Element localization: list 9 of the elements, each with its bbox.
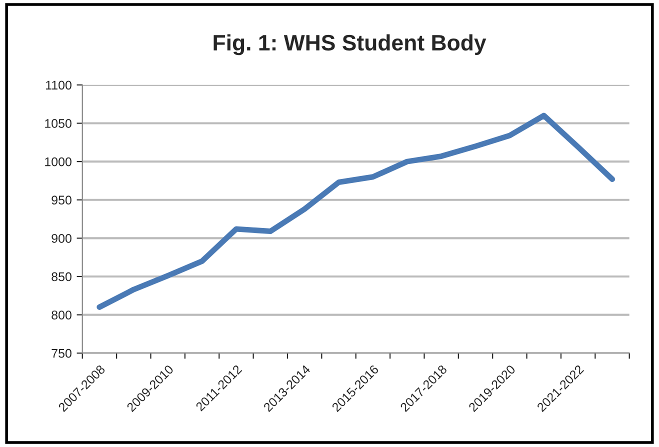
chart-title: Fig. 1: WHS Student Body: [214, 34, 486, 56]
y-tick-label: 800: [52, 310, 72, 320]
y-tick-label: 850: [52, 272, 72, 282]
y-tick-label: 750: [52, 348, 72, 358]
y-tick-label: 900: [52, 234, 72, 243]
y-tick-label: 950: [52, 196, 72, 205]
y-tick-label: 1000: [45, 157, 72, 166]
y-tick-label: 1050: [45, 119, 72, 128]
y-tick-label: 1100: [46, 80, 72, 90]
